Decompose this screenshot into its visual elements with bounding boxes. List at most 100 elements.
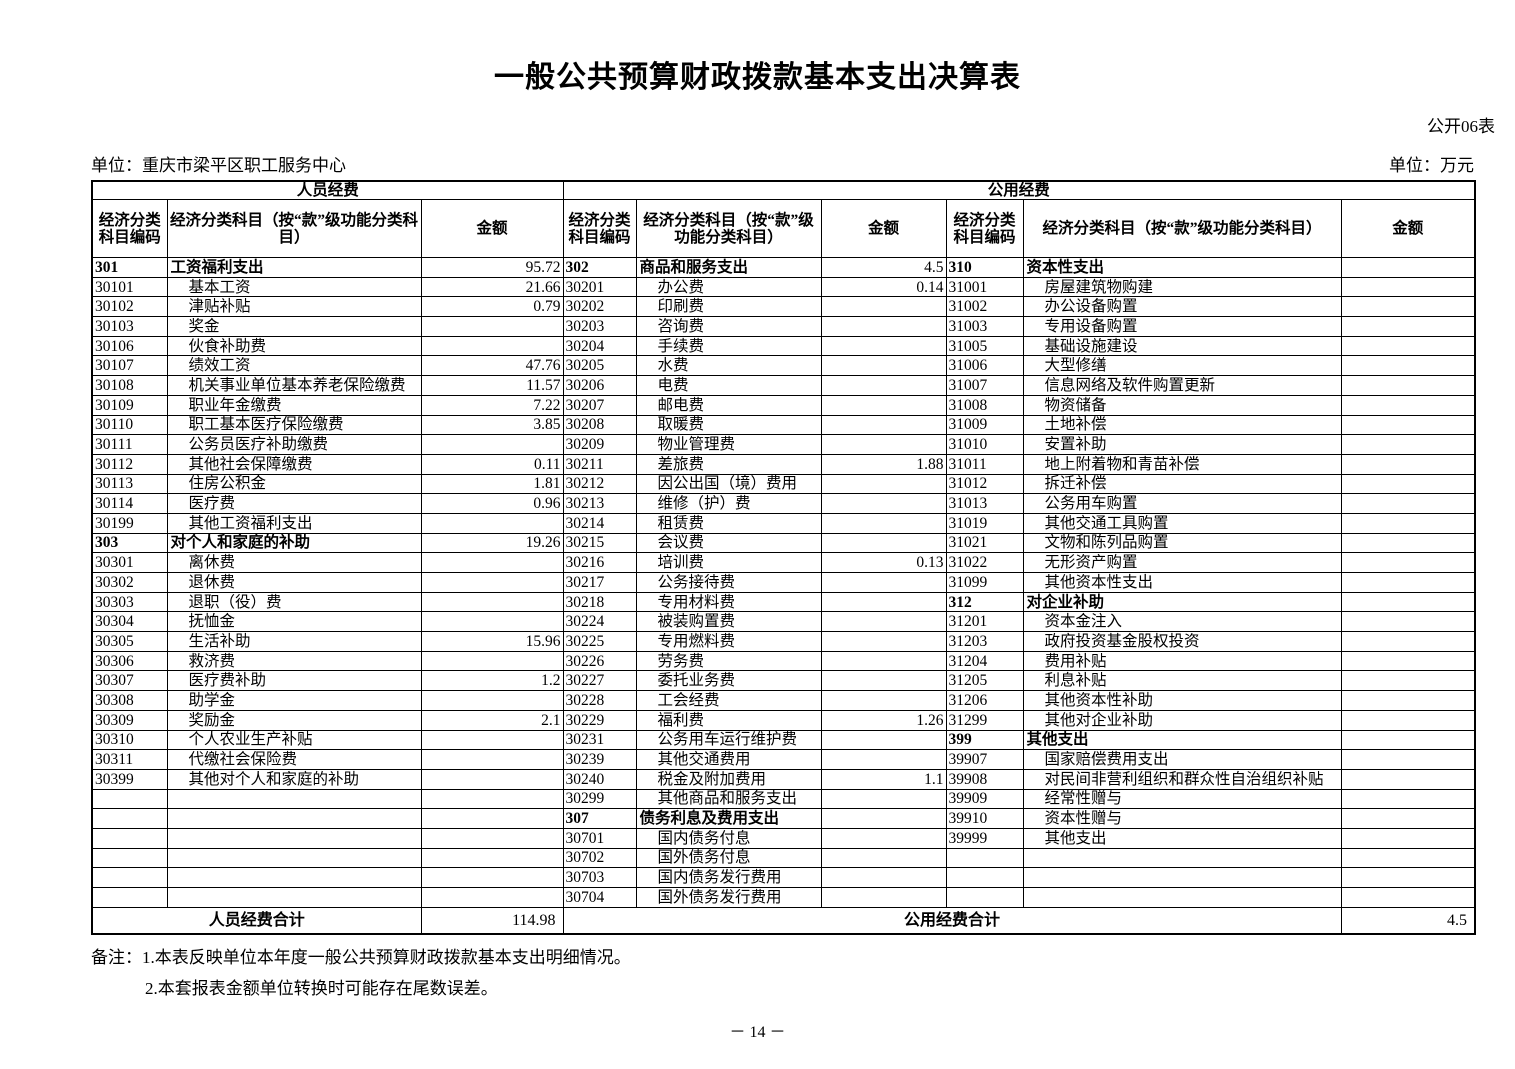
table-row: 30111 公务员医疗补助缴费 30209 物业管理费 31010 安置补助 <box>91 434 1476 455</box>
table-row: 30306 救济费 30226 劳务费 31204 费用补贴 <box>91 650 1476 672</box>
table-row: 30301 离休费 30216 培训费 0.13 31022 无形资产购置 <box>91 552 1476 574</box>
table-row: 30103 奖金 30203 咨询费 31003 专用设备购置 <box>91 316 1476 337</box>
amount-cell <box>820 375 947 396</box>
amount-cell <box>820 572 947 593</box>
column-header-amount-2: 金额 <box>820 199 947 259</box>
code-cell: 30231 <box>562 729 637 751</box>
subject-cell: 经常性赠与 <box>1022 788 1342 810</box>
subject-cell: 文物和陈列品购置 <box>1022 532 1342 554</box>
amount-cell <box>1340 709 1476 731</box>
code-cell: 30199 <box>91 512 168 534</box>
amount-cell <box>820 788 947 810</box>
group-header-row: 人员经费 公用经费 <box>91 180 1476 201</box>
page-title: 一般公共预算财政拨款基本支出决算表 <box>494 61 1021 94</box>
subject-cell: 费用补贴 <box>1022 650 1342 672</box>
amount-cell <box>1340 788 1476 810</box>
amount-cell <box>1340 453 1476 475</box>
amount-cell <box>820 512 947 534</box>
column-header-subject-3: 经济分类科目（按“款”级功能分类科目） <box>1022 199 1342 259</box>
table-row: 30109 职业年金缴费 7.22 30207 邮电费 31008 物资储备 <box>91 394 1476 416</box>
amount-cell <box>1340 572 1476 593</box>
subject-cell: 机关事业单位基本养老保险缴费 <box>166 375 422 396</box>
unit-line: 单位：重庆市梁平区职工服务中心 单位：万元 <box>91 151 1474 176</box>
code-cell: 31008 <box>945 394 1024 416</box>
unit-currency: 单位：万元 <box>1389 156 1474 175</box>
code-cell: 30224 <box>562 611 637 633</box>
amount-cell <box>1340 670 1476 692</box>
table-row: 30399 其他对个人和家庭的补助 30240 税金及附加费用 1.1 39908 对民间非… <box>91 768 1476 790</box>
subject-cell: 印刷费 <box>635 296 822 318</box>
subject-cell: 伙食补助费 <box>166 335 422 357</box>
code-cell: 30227 <box>562 670 637 692</box>
subject-cell: 物业管理费 <box>635 434 822 455</box>
amount-cell <box>1340 257 1476 278</box>
code-cell: 31006 <box>945 355 1024 377</box>
code-cell: 30703 <box>562 867 637 889</box>
code-cell: 31299 <box>945 709 1024 731</box>
subject-cell: 资本金注入 <box>1022 611 1342 633</box>
subject-cell: 因公出国（境）费用 <box>635 473 822 495</box>
column-header-code-2: 经济分类科目编码 <box>562 199 637 259</box>
subject-cell: 津贴补贴 <box>166 296 422 318</box>
subject-cell: 会议费 <box>635 532 822 554</box>
code-cell <box>91 827 168 849</box>
code-cell: 310 <box>945 257 1024 278</box>
amount-cell <box>1340 276 1476 298</box>
amount-cell: 95.72 <box>420 257 564 278</box>
amount-cell <box>1340 631 1476 652</box>
subject-cell: 奖励金 <box>166 709 422 731</box>
amount-cell <box>820 650 947 672</box>
amount-cell <box>1340 611 1476 633</box>
code-cell: 30303 <box>91 591 168 613</box>
table-row: 30114 医疗费 0.96 30213 维修（护）费 31013 公务用车购置 <box>91 493 1476 514</box>
amount-cell: 0.13 <box>820 552 947 574</box>
code-cell <box>945 867 1024 889</box>
subject-cell: 其他交通工具购置 <box>1022 512 1342 534</box>
amount-cell <box>1340 690 1476 711</box>
subject-cell: 其他对个人和家庭的补助 <box>166 768 422 790</box>
notes: 备注：1.本表反映单位本年度一般公共预算财政拨款基本支出明细情况。 2.本套报表… <box>91 943 1474 1004</box>
code-cell <box>91 887 168 908</box>
amount-cell <box>420 788 564 810</box>
subject-cell: 地上附着物和青苗补偿 <box>1022 453 1342 475</box>
amount-cell <box>420 611 564 633</box>
amount-cell <box>820 827 947 849</box>
code-cell: 31204 <box>945 650 1024 672</box>
subject-cell: 安置补助 <box>1022 434 1342 455</box>
amount-cell <box>820 532 947 554</box>
table-row: 30108 机关事业单位基本养老保险缴费 11.57 30206 电费 31007 信息网络… <box>91 375 1476 396</box>
table-row: 30309 奖励金 2.1 30229 福利费 1.26 31299 其他对企业补助 <box>91 709 1476 731</box>
amount-cell: 1.26 <box>820 709 947 731</box>
subject-cell: 医疗费 <box>166 493 422 514</box>
table-row: 30311 代缴社会保险费 30239 其他交通费用 39907 国家赔偿费用支出 <box>91 749 1476 770</box>
subject-cell: 对个人和家庭的补助 <box>166 532 422 554</box>
subject-cell: 绩效工资 <box>166 355 422 377</box>
table-row: 30112 其他社会保障缴费 0.11 30211 差旅费 1.88 31011 地上附着物和… <box>91 453 1476 475</box>
code-cell: 30240 <box>562 768 637 790</box>
code-cell <box>91 867 168 889</box>
code-cell: 31205 <box>945 670 1024 692</box>
amount-cell <box>1340 355 1476 377</box>
amount-cell <box>820 690 947 711</box>
amount-cell <box>820 749 947 770</box>
subject-cell: 其他资本性支出 <box>1022 572 1342 593</box>
amount-cell: 1.2 <box>420 670 564 692</box>
subject-cell: 办公设备购置 <box>1022 296 1342 318</box>
subject-cell: 维修（护）费 <box>635 493 822 514</box>
code-cell: 30215 <box>562 532 637 554</box>
code-cell: 30302 <box>91 572 168 593</box>
table-row: 30113 住房公积金 1.81 30212 因公出国（境）费用 31012 拆迁补偿 <box>91 473 1476 495</box>
code-cell: 312 <box>945 591 1024 613</box>
code-cell: 30299 <box>562 788 637 810</box>
table-row: 30305 生活补助 15.96 30225 专用燃料费 31203 政府投资基金股权投资 <box>91 631 1476 652</box>
table-row: 307 债务利息及费用支出 39910 资本性赠与 <box>91 808 1476 829</box>
amount-cell: 11.57 <box>420 375 564 396</box>
personnel-total-amount: 114.98 <box>420 906 564 935</box>
code-cell: 31099 <box>945 572 1024 593</box>
subject-cell: 生活补助 <box>166 631 422 652</box>
amount-cell <box>1340 867 1476 889</box>
subject-cell: 信息网络及软件购置更新 <box>1022 375 1342 396</box>
table-row: 30701 国内债务付息 39999 其他支出 <box>91 827 1476 849</box>
subject-cell: 专用设备购置 <box>1022 316 1342 337</box>
subject-cell: 专用材料费 <box>635 591 822 613</box>
